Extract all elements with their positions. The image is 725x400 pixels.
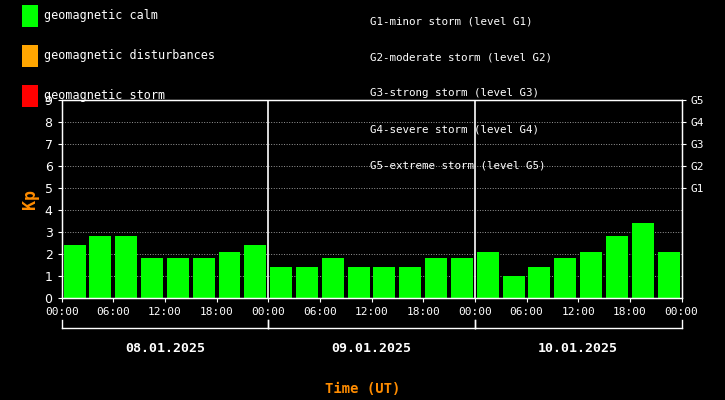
Bar — [631, 223, 654, 298]
Bar — [606, 236, 628, 298]
Text: G4-severe storm (level G4): G4-severe storm (level G4) — [370, 124, 539, 134]
Text: 09.01.2025: 09.01.2025 — [331, 342, 412, 355]
Bar — [141, 258, 163, 298]
Text: G2-moderate storm (level G2): G2-moderate storm (level G2) — [370, 52, 552, 62]
Bar — [580, 252, 602, 298]
Text: G5-extreme storm (level G5): G5-extreme storm (level G5) — [370, 160, 545, 170]
Text: 10.01.2025: 10.01.2025 — [538, 342, 618, 355]
Bar — [348, 267, 370, 298]
Text: 08.01.2025: 08.01.2025 — [125, 342, 205, 355]
Bar — [373, 267, 395, 298]
Bar — [296, 267, 318, 298]
Text: G3-strong storm (level G3): G3-strong storm (level G3) — [370, 88, 539, 98]
Text: G1-minor storm (level G1): G1-minor storm (level G1) — [370, 16, 532, 26]
Text: geomagnetic disturbances: geomagnetic disturbances — [44, 50, 215, 62]
Text: geomagnetic calm: geomagnetic calm — [44, 10, 157, 22]
Bar — [658, 252, 679, 298]
Bar — [451, 258, 473, 298]
Bar — [477, 252, 499, 298]
Bar — [425, 258, 447, 298]
Y-axis label: Kp: Kp — [21, 189, 39, 209]
Bar — [529, 267, 550, 298]
Bar — [502, 276, 525, 298]
Bar — [193, 258, 215, 298]
Bar — [244, 245, 266, 298]
Bar — [399, 267, 421, 298]
Bar — [115, 236, 137, 298]
Bar — [555, 258, 576, 298]
Bar — [167, 258, 188, 298]
Bar — [218, 252, 241, 298]
Bar — [270, 267, 292, 298]
Text: geomagnetic storm: geomagnetic storm — [44, 90, 165, 102]
Bar — [89, 236, 112, 298]
Text: Time (UT): Time (UT) — [325, 382, 400, 396]
Bar — [64, 245, 86, 298]
Bar — [322, 258, 344, 298]
